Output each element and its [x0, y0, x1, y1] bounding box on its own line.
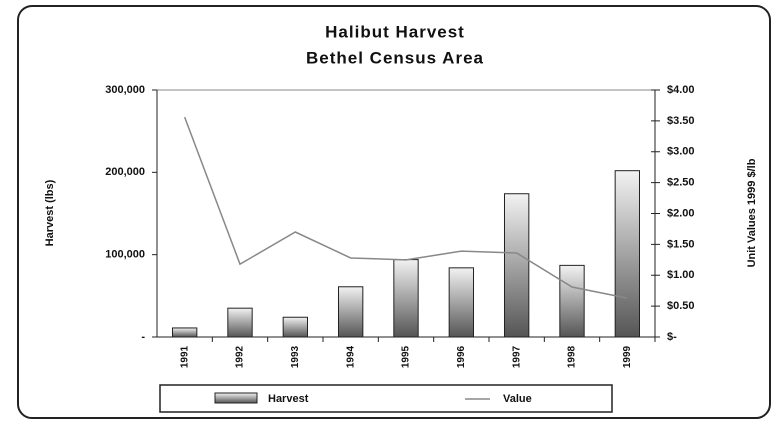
y2-tick-label: $3.50 — [667, 115, 695, 127]
frame — [17, 5, 771, 419]
x-tick-label: 1996 — [456, 345, 467, 368]
y2-axis-label: Unit Values 1999 $/lb — [746, 158, 758, 267]
x-tick-label: 1994 — [345, 345, 356, 368]
y2-tick-label: $1.00 — [667, 269, 695, 281]
x-tick-label: 1997 — [511, 345, 522, 368]
y-tick-label: 100,000 — [105, 249, 145, 261]
x-tick-label: 1998 — [567, 345, 578, 368]
y2-tick-label: $- — [667, 331, 677, 343]
y-axis-label: Harvest (lbs) — [44, 179, 56, 246]
value-line — [183, 116, 628, 299]
bar — [227, 307, 253, 338]
y-tick-label: 300,000 — [105, 84, 145, 96]
bar — [448, 267, 475, 338]
y2-tick-label: $0.50 — [667, 300, 695, 312]
y2-tick-label: $4.00 — [667, 84, 695, 96]
y2-tick-label: $2.00 — [667, 207, 695, 219]
bar — [503, 193, 530, 338]
bar — [393, 259, 419, 338]
x-tick-label: 1995 — [401, 345, 412, 368]
y2-tick-label: $3.00 — [667, 146, 695, 158]
legend-swatch — [214, 392, 258, 404]
bar — [559, 264, 585, 338]
x-tick-label: 1991 — [179, 345, 190, 368]
y2-tick-label: $1.50 — [667, 238, 695, 250]
bar — [337, 286, 364, 338]
chart-title: Halibut Harvest — [325, 22, 465, 41]
bar — [282, 316, 309, 338]
legend-label: Harvest — [268, 393, 309, 405]
legend-label: Value — [503, 393, 532, 405]
bar — [171, 327, 198, 338]
y-tick-label: 200,000 — [105, 166, 145, 178]
y2-tick-label: $2.50 — [667, 177, 695, 189]
y-tick-label: - — [141, 331, 145, 343]
x-tick-label: 1992 — [235, 345, 246, 368]
x-tick-label: 1993 — [290, 345, 301, 368]
x-tick-label: 1999 — [622, 345, 633, 368]
chart-subtitle: Bethel Census Area — [306, 48, 484, 67]
bar — [614, 170, 641, 338]
